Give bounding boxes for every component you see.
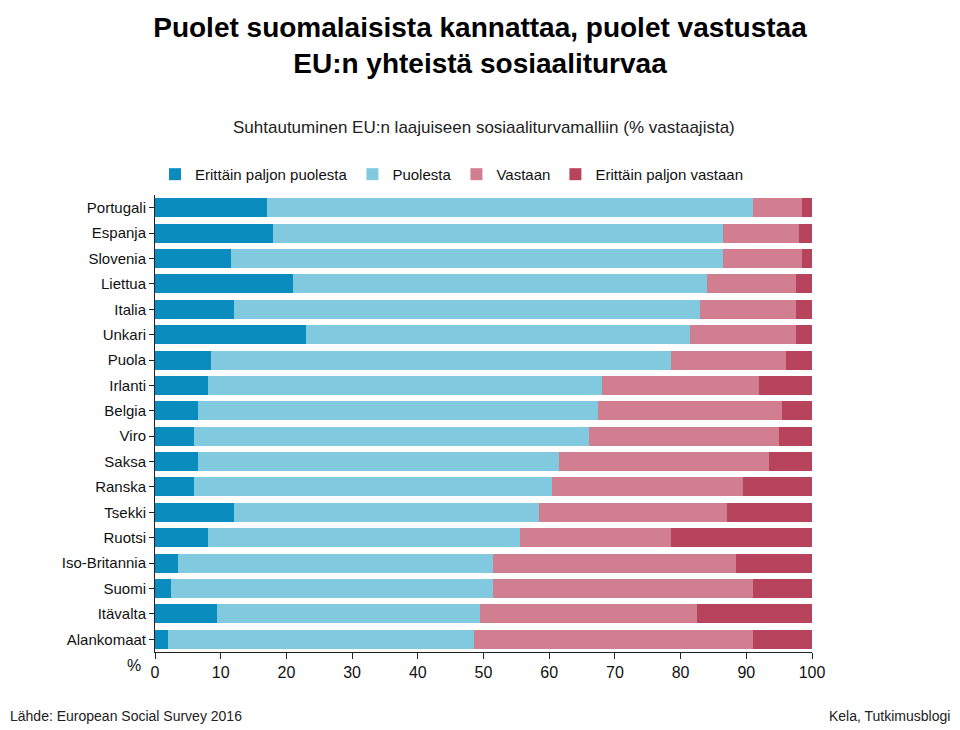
svg-text:Puolet suomalaisista kannattaa: Puolet suomalaisista kannattaa, puolet v…: [153, 12, 807, 79]
svg-text:Ranska: Ranska: [95, 478, 147, 495]
svg-text:Kela, Tutkimusblogi: Kela, Tutkimusblogi: [829, 708, 950, 724]
svg-text:Suhtautuminen EU:n laajuiseen: Suhtautuminen EU:n laajuiseen sosiaalitu…: [233, 118, 735, 137]
svg-text:50: 50: [475, 664, 493, 681]
svg-text:90: 90: [737, 664, 755, 681]
svg-text:Viro: Viro: [120, 427, 146, 444]
svg-text:Puola: Puola: [108, 351, 147, 368]
svg-text:Suomi: Suomi: [103, 580, 146, 597]
svg-text:Unkari: Unkari: [103, 326, 146, 343]
svg-text:Liettua: Liettua: [101, 275, 147, 292]
svg-text:Itävalta: Itävalta: [98, 605, 147, 622]
svg-text:100: 100: [799, 664, 826, 681]
svg-text:Saksa: Saksa: [104, 453, 146, 470]
svg-text:Tsekki: Tsekki: [104, 504, 146, 521]
svg-text:%: %: [127, 657, 141, 674]
svg-text:10: 10: [212, 664, 230, 681]
svg-text:40: 40: [409, 664, 427, 681]
svg-text:Ruotsi: Ruotsi: [103, 529, 146, 546]
svg-text:60: 60: [540, 664, 558, 681]
svg-text:Vastaan: Vastaan: [496, 166, 550, 183]
svg-text:70: 70: [606, 664, 624, 681]
svg-text:Lähde: European Social Survey: Lähde: European Social Survey 2016: [10, 708, 242, 724]
svg-text:Portugali: Portugali: [87, 199, 146, 216]
svg-text:30: 30: [343, 664, 361, 681]
svg-text:Espanja: Espanja: [92, 224, 147, 241]
svg-text:Irlanti: Irlanti: [109, 377, 146, 394]
svg-text:20: 20: [278, 664, 296, 681]
svg-text:0: 0: [151, 664, 160, 681]
svg-text:Iso-Britannia: Iso-Britannia: [62, 554, 147, 571]
svg-text:Belgia: Belgia: [104, 402, 146, 419]
svg-text:Puolesta: Puolesta: [392, 166, 451, 183]
svg-text:Erittäin paljon puolesta: Erittäin paljon puolesta: [195, 166, 347, 183]
svg-text:Slovenia: Slovenia: [88, 250, 146, 267]
svg-text:Italia: Italia: [114, 301, 146, 318]
svg-text:Erittäin paljon vastaan: Erittäin paljon vastaan: [595, 166, 743, 183]
svg-text:Alankomaat: Alankomaat: [67, 631, 147, 648]
svg-text:80: 80: [672, 664, 690, 681]
